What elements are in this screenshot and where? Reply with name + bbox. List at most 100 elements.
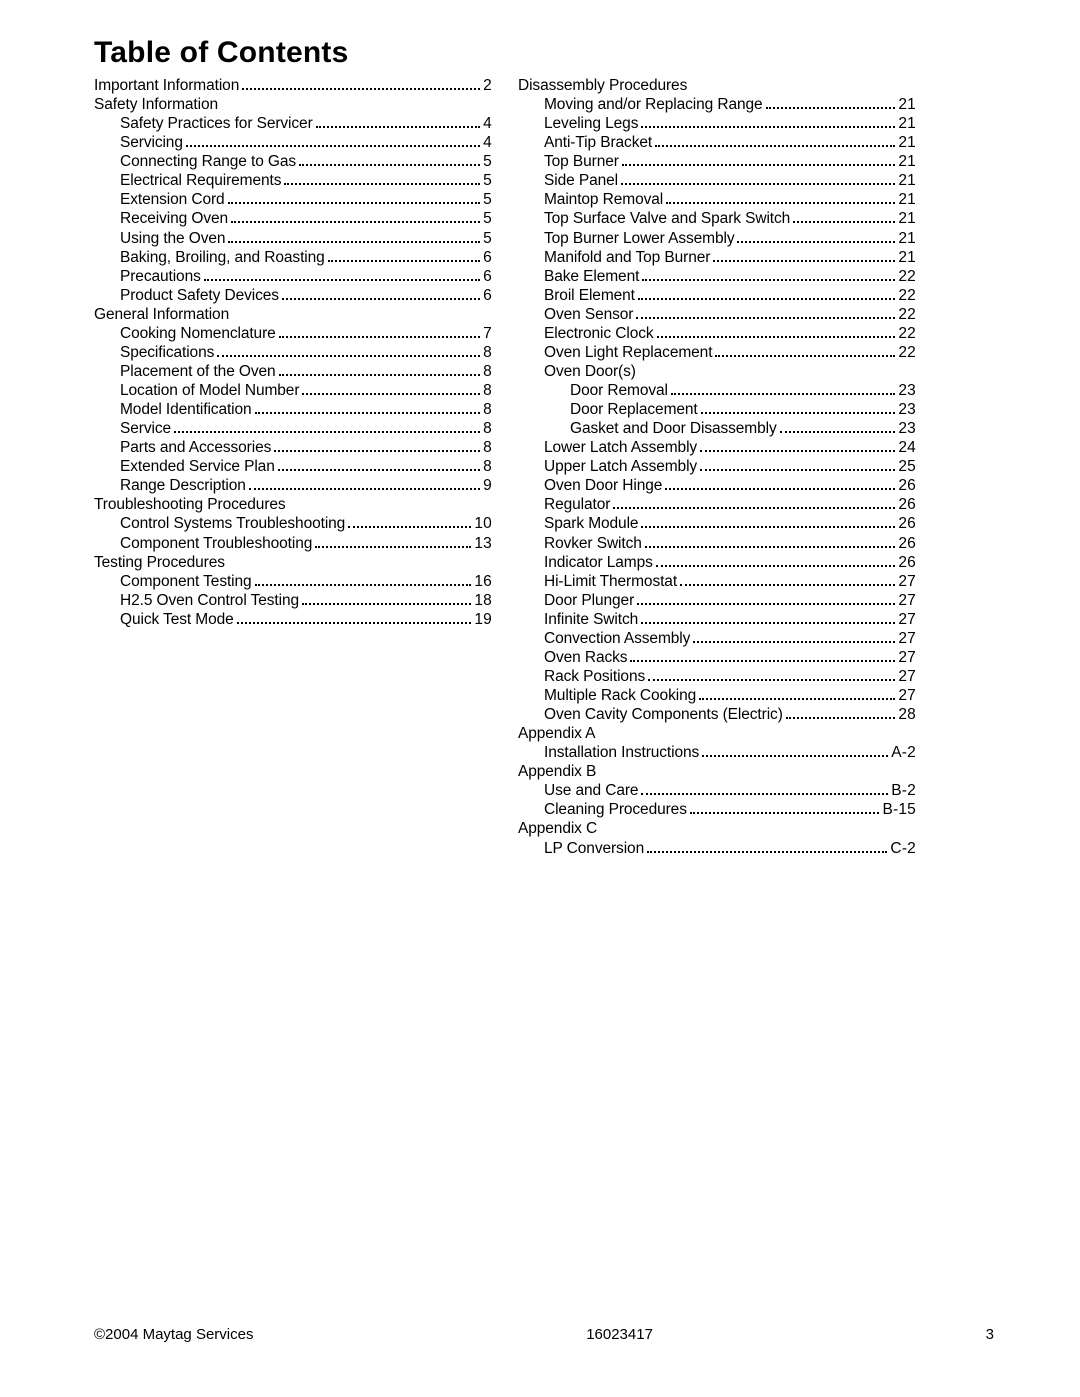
toc-entry-page: 8: [483, 419, 492, 438]
toc-entry: Broil Element 22: [518, 286, 916, 305]
toc-entry-label: Bake Element: [544, 267, 639, 286]
toc-entry-label: Servicing: [120, 133, 183, 152]
toc-entry-page: 4: [483, 133, 492, 152]
toc-entry: Door Removal 23: [518, 381, 916, 400]
toc-entry-label: Precautions: [120, 267, 201, 286]
toc-leader-dots: [328, 260, 481, 262]
toc-leader-dots: [237, 622, 472, 624]
toc-column-right: Disassembly ProceduresMoving and/or Repl…: [518, 76, 916, 858]
toc-entry-label: Side Panel: [544, 171, 618, 190]
toc-entry-label: H2.5 Oven Control Testing: [120, 591, 299, 610]
toc-entry-label: Oven Door Hinge: [544, 476, 662, 495]
toc-entry-page: 23: [898, 419, 916, 438]
footer-pagenum: 3: [986, 1326, 994, 1343]
toc-entry-label: Top Surface Valve and Spark Switch: [544, 209, 790, 228]
toc-leader-dots: [630, 660, 895, 662]
toc-entry-page: 7: [483, 324, 492, 343]
toc-entry: Servicing 4: [94, 133, 492, 152]
toc-leader-dots: [642, 279, 895, 281]
toc-leader-dots: [282, 298, 480, 300]
toc-entry: Placement of the Oven 8: [94, 362, 492, 381]
toc-entry-label: Infinite Switch: [544, 610, 638, 629]
toc-entry-page: 8: [483, 457, 492, 476]
toc-leader-dots: [671, 393, 895, 395]
toc-entry-page: 21: [898, 190, 916, 209]
toc-leader-dots: [713, 260, 895, 262]
toc-leader-dots: [666, 202, 895, 204]
toc-entry: Top Burner 21: [518, 152, 916, 171]
toc-entry: Oven Door Hinge 26: [518, 476, 916, 495]
toc-leader-dots: [274, 450, 480, 452]
toc-entry-page: 27: [898, 572, 916, 591]
toc-entry-page: 23: [898, 400, 916, 419]
toc-entry-label: Spark Module: [544, 514, 638, 533]
toc-entry-page: 21: [898, 248, 916, 267]
toc-leader-dots: [613, 507, 895, 509]
toc-entry-page: 28: [898, 705, 916, 724]
toc-entry-page: 22: [898, 267, 916, 286]
toc-entry-label: Model Identification: [120, 400, 252, 419]
toc-leader-dots: [700, 469, 895, 471]
toc-entry: Convection Assembly 27: [518, 629, 916, 648]
toc-entry-page: 8: [483, 400, 492, 419]
toc-entry-page: A-2: [891, 743, 916, 762]
toc-entry: Extended Service Plan 8: [94, 457, 492, 476]
toc-entry: Top Surface Valve and Spark Switch 21: [518, 209, 916, 228]
toc-entry-page: 5: [483, 229, 492, 248]
toc-leader-dots: [249, 488, 480, 490]
toc-entry: Maintop Removal 21: [518, 190, 916, 209]
toc-entry-label: Product Safety Devices: [120, 286, 279, 305]
toc-leader-dots: [700, 450, 895, 452]
toc-entry-label: Control Systems Troubleshooting: [120, 514, 345, 533]
toc-entry-page: 22: [898, 324, 916, 343]
toc-column-left: Important Information 2Safety Informatio…: [94, 76, 492, 858]
toc-entry-label: Oven Cavity Components (Electric): [544, 705, 783, 724]
toc-entry: Quick Test Mode 19: [94, 610, 492, 629]
toc-entry-page: 22: [898, 286, 916, 305]
toc-entry-page: 5: [483, 171, 492, 190]
toc-entry-label: Cooking Nomenclature: [120, 324, 276, 343]
toc-entry-page: 27: [898, 629, 916, 648]
toc-entry-label: Component Testing: [120, 572, 252, 591]
toc-entry-page: 26: [898, 514, 916, 533]
toc-entry-label: Oven Racks: [544, 648, 627, 667]
toc-entry: Electrical Requirements 5: [94, 171, 492, 190]
toc-entry: Specifications 8: [94, 343, 492, 362]
toc-leader-dots: [702, 755, 888, 757]
toc-entry-page: 26: [898, 476, 916, 495]
toc-entry: Rack Positions 27: [518, 667, 916, 686]
toc-entry: Precautions 6: [94, 267, 492, 286]
toc-entry-label: Extended Service Plan: [120, 457, 275, 476]
toc-entry-page: 5: [483, 190, 492, 209]
toc-entry-label: Connecting Range to Gas: [120, 152, 296, 171]
toc-entry-label: Top Burner: [544, 152, 619, 171]
toc-leader-dots: [637, 603, 895, 605]
toc-entry-page: 9: [483, 476, 492, 495]
toc-entry-label: Indicator Lamps: [544, 553, 653, 572]
toc-entry-label: Installation Instructions: [544, 743, 699, 762]
toc-leader-dots: [690, 812, 880, 814]
toc-entry: Cleaning Procedures B-15: [518, 800, 916, 819]
toc-leader-dots: [174, 431, 480, 433]
toc-entry-page: 8: [483, 381, 492, 400]
toc-entry: Using the Oven 5: [94, 229, 492, 248]
page-footer: ©2004 Maytag Services 16023417 3: [94, 1326, 994, 1343]
toc-entry: Lower Latch Assembly 24: [518, 438, 916, 457]
toc-entry: Leveling Legs 21: [518, 114, 916, 133]
toc-entry-label: Regulator: [544, 495, 610, 514]
toc-entry: Manifold and Top Burner 21: [518, 248, 916, 267]
toc-entry-label: Parts and Accessories: [120, 438, 271, 457]
toc-section-heading: General Information: [94, 305, 492, 324]
toc-entry: Multiple Rack Cooking 27: [518, 686, 916, 705]
toc-entry-page: B-15: [882, 800, 916, 819]
toc-entry-page: 21: [898, 114, 916, 133]
toc-entry-label: Gasket and Door Disassembly: [570, 419, 777, 438]
toc-entry: Component Testing 16: [94, 572, 492, 591]
toc-leader-dots: [242, 88, 480, 90]
toc-section-heading: Troubleshooting Procedures: [94, 495, 492, 514]
toc-entry: Electronic Clock 22: [518, 324, 916, 343]
toc-entry-label: Lower Latch Assembly: [544, 438, 697, 457]
toc-entry-label: Important Information: [94, 76, 239, 95]
toc-entry: Door Plunger 27: [518, 591, 916, 610]
toc-entry-label: Component Troubleshooting: [120, 534, 312, 553]
